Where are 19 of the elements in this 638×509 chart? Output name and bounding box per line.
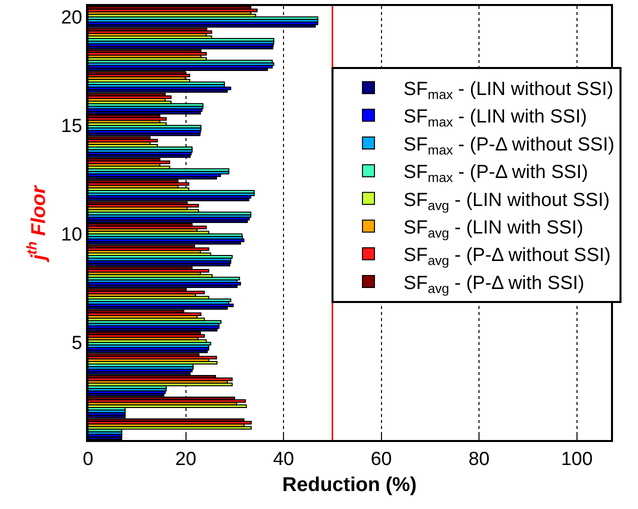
y-tick-label: 5 <box>72 333 82 354</box>
legend-label: SF$_{avg}$ - (LIN without SSI) <box>403 190 610 213</box>
legend-label: SF$_{avg}$ - (P-Δ with SSI) <box>403 272 584 296</box>
legend-label: SF$_{max}$ - (P-Δ with SSI) <box>403 162 588 186</box>
x-tick-label: 20 <box>175 448 196 470</box>
legend-label: SF$_{max}$ - (P-Δ without SSI) <box>403 134 614 158</box>
x-tick-label: 0 <box>82 448 94 470</box>
x-tick-label: 100 <box>560 448 593 470</box>
x-tick-label: 40 <box>272 448 294 470</box>
legend-label: SF$_{max}$ - (LIN with SSI) <box>403 106 587 130</box>
legend-label: SF$_{max}$ - (LIN without SSI) <box>403 79 614 102</box>
x-axis-title: Reduction (%) <box>282 474 417 496</box>
y-tick-label: 10 <box>61 224 82 246</box>
y-tick-label: 15 <box>61 116 82 137</box>
x-tick-label: 80 <box>468 448 490 470</box>
legend-label: SF$_{avg}$ - (P-Δ without SSI) <box>403 245 611 268</box>
legend-label: SF$_{avg}$ - (LIN with SSI) <box>403 218 584 241</box>
y-tick-label: 20 <box>61 8 82 28</box>
x-tick-label: 60 <box>370 448 392 470</box>
